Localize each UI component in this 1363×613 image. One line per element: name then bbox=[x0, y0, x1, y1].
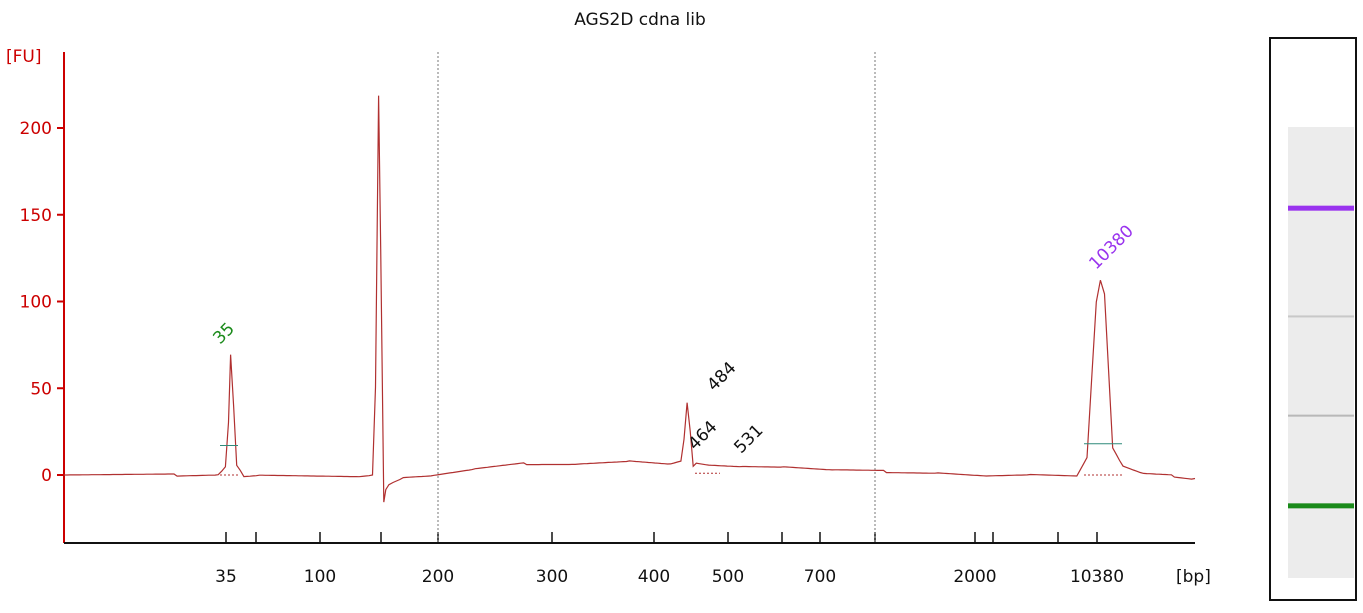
y-tick-label: 200 bbox=[20, 119, 52, 139]
x-tick-label: 35 bbox=[215, 567, 237, 587]
trace-line bbox=[64, 95, 1196, 503]
y-tick-label: 50 bbox=[30, 379, 52, 399]
x-tick-label: 10380 bbox=[1070, 567, 1124, 587]
gel-lane bbox=[1269, 37, 1357, 601]
y-tick-label: 150 bbox=[20, 206, 52, 226]
y-tick-label: 100 bbox=[20, 293, 52, 313]
gel-lane-background bbox=[1288, 127, 1354, 578]
y-tick-label: 0 bbox=[41, 466, 52, 486]
gel-band bbox=[1288, 315, 1354, 318]
peak-annotations: 35 464 484 531 10380 bbox=[209, 221, 1138, 476]
y-axis-unit: [FU] bbox=[6, 47, 42, 67]
peak-label: 484 bbox=[703, 358, 740, 395]
trace-series bbox=[64, 95, 1196, 503]
x-axis: 35 100 200 300 400 500 700 2000 10380 bbox=[64, 532, 1195, 587]
x-tick-label: 200 bbox=[422, 567, 454, 587]
gel-band bbox=[1288, 503, 1354, 509]
peak-label: 464 bbox=[684, 417, 721, 454]
x-tick-label: 100 bbox=[304, 567, 336, 587]
chart-title: AGS2D cdna lib bbox=[574, 10, 706, 30]
x-axis-unit: [bp] bbox=[1176, 567, 1211, 587]
y-axis: 0 50 100 150 200 bbox=[20, 52, 65, 543]
x-tick-label: 300 bbox=[536, 567, 568, 587]
peak-label: 531 bbox=[730, 421, 767, 458]
x-tick-label: 700 bbox=[804, 567, 836, 587]
gel-band bbox=[1288, 414, 1354, 417]
x-tick-label: 2000 bbox=[953, 567, 996, 587]
x-tick-label: 400 bbox=[638, 567, 670, 587]
peak-label: 10380 bbox=[1085, 221, 1137, 273]
reference-lines bbox=[437, 52, 876, 543]
gel-band bbox=[1288, 205, 1354, 211]
peak-label: 35 bbox=[209, 319, 238, 348]
x-tick-label: 500 bbox=[712, 567, 744, 587]
